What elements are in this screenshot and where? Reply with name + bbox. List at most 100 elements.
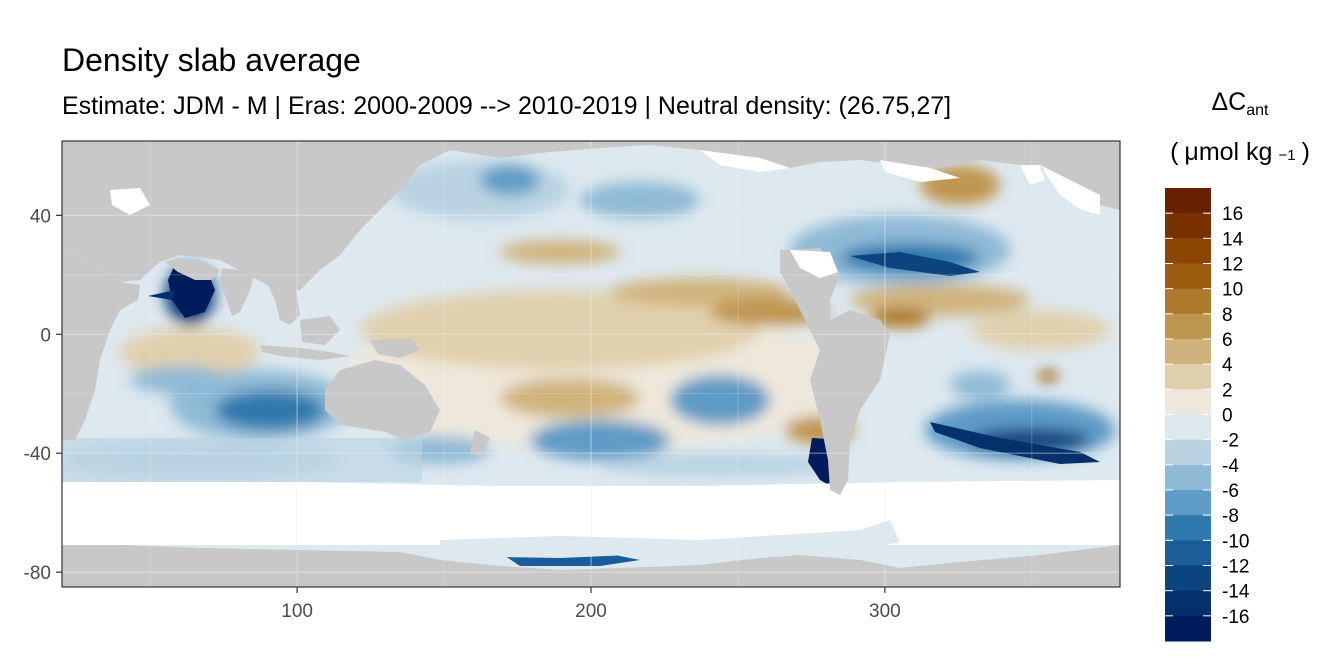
nodata-patch <box>880 160 960 182</box>
colorbar-bin <box>1165 313 1211 340</box>
land-northern-continents <box>62 141 1120 292</box>
nodata-north <box>110 150 1100 278</box>
anomaly-patch <box>670 375 770 425</box>
anomaly-patch <box>130 366 230 394</box>
land-india <box>220 268 255 316</box>
anomaly-core <box>148 290 175 300</box>
land-antarctica <box>62 545 1120 587</box>
x-tick-label: 200 <box>575 601 607 622</box>
x-axis: 100 200 300 <box>281 587 901 622</box>
land-new-guinea <box>370 338 420 358</box>
colorbar-label: -14 <box>1222 582 1250 603</box>
anomaly-patch <box>970 310 1110 350</box>
colorbar-label: -4 <box>1222 456 1239 477</box>
anomaly-patch <box>850 284 1030 316</box>
nodata-patch <box>1020 165 1045 185</box>
anomaly-patch <box>600 453 840 477</box>
colorbar-bin <box>1165 188 1211 214</box>
colorbar-bin <box>1165 590 1211 617</box>
anomaly-patch <box>360 290 760 370</box>
colorbar-label: 0 <box>1222 406 1233 427</box>
legend-units-close: ) <box>1301 138 1310 166</box>
land-americas <box>780 248 890 495</box>
colorbar-label: -12 <box>1222 557 1249 578</box>
land-africa <box>62 250 140 440</box>
colorbar-label: 14 <box>1222 229 1244 250</box>
colorbar-label: -10 <box>1222 531 1249 552</box>
legend-symbol: ΔC <box>1211 88 1247 116</box>
plot-subtitle: Estimate: JDM - M | Eras: 2000-2009 --> … <box>62 92 952 120</box>
anomaly-patch <box>500 240 620 264</box>
colorbar-bin <box>1165 490 1211 516</box>
colorbar-bin <box>1165 339 1211 365</box>
y-axis: 40 0 -40 -80 <box>24 206 62 584</box>
anomaly-core-north-atlantic <box>850 252 980 276</box>
y-tick-label: -40 <box>24 444 51 465</box>
colorbar-label: 2 <box>1222 380 1233 401</box>
anomaly-band <box>62 438 422 482</box>
anomaly-patch <box>610 278 790 306</box>
plot-title: Density slab average <box>62 42 361 78</box>
anomaly-patch <box>390 160 570 220</box>
anomaly-patch <box>120 327 260 377</box>
nodata-patch <box>790 250 838 278</box>
y-tick-label: 40 <box>30 206 51 227</box>
nodata-patch <box>110 188 150 215</box>
colorbar-bin <box>1165 439 1211 466</box>
colorbar-labels: 16 14 12 10 8 6 4 2 0 -2 -4 -6 -8 -10 -12 -14 -16 <box>1222 204 1250 628</box>
colorbar-label: 16 <box>1222 204 1243 225</box>
nodata-patch <box>700 150 790 172</box>
land-greenland <box>1060 141 1120 210</box>
gridlines <box>62 141 1120 587</box>
colorbar <box>1165 188 1211 642</box>
colorbar-bin <box>1165 615 1211 642</box>
legend-units-exp: −1 <box>1278 147 1296 164</box>
anomaly-patch <box>215 390 325 430</box>
anomaly-patch <box>500 378 640 418</box>
anomaly-patch <box>530 420 670 460</box>
x-tick-label: 300 <box>869 601 901 622</box>
colorbar-label: -16 <box>1222 607 1249 628</box>
land-arabia <box>165 258 220 280</box>
colorbar-bin <box>1165 263 1211 290</box>
legend-subscript: ant <box>1246 102 1269 119</box>
colorbar-bin <box>1165 565 1211 592</box>
colorbar-bin <box>1165 238 1211 264</box>
anomaly-strip <box>440 520 900 558</box>
colorbar-bin <box>1165 540 1211 566</box>
colorbar-bin <box>1165 414 1211 441</box>
y-tick-label: -80 <box>24 563 51 584</box>
colorbar-label: 8 <box>1222 305 1233 326</box>
land-australia <box>325 360 440 440</box>
land-se-asia <box>268 285 300 325</box>
map-panel <box>62 141 1120 587</box>
nodata-patch <box>1040 165 1100 215</box>
colorbar-bin <box>1165 213 1211 239</box>
anomaly-patch <box>1038 370 1058 382</box>
colorbar-label: 4 <box>1222 355 1233 376</box>
x-tick-label: 100 <box>281 601 313 622</box>
legend-units-open: ( <box>1170 138 1179 166</box>
land-indonesia <box>300 316 340 345</box>
legend-title-variable: ΔCant <box>1160 88 1320 120</box>
colorbar-bin <box>1165 515 1211 541</box>
land-java <box>260 345 350 360</box>
colorbar-label: -2 <box>1222 431 1239 452</box>
legend-title-units: (μmol kg −1) <box>1160 138 1320 167</box>
colorbar-bin <box>1165 464 1211 491</box>
land <box>62 141 1120 587</box>
anomaly-patch <box>580 182 700 218</box>
colorbar-bin <box>1165 364 1211 390</box>
colorbar-label: 12 <box>1222 255 1243 276</box>
legend-units-base: μmol kg <box>1184 138 1273 166</box>
anomaly-patch <box>480 165 540 195</box>
colorbar-bin <box>1165 288 1211 315</box>
colorbar-label: 6 <box>1222 330 1233 351</box>
colorbar-label: 10 <box>1222 280 1243 301</box>
y-tick-label: 0 <box>40 325 51 346</box>
colorbar-label: -6 <box>1222 481 1239 502</box>
land-new-zealand <box>470 430 490 458</box>
colorbar-label: -8 <box>1222 506 1239 527</box>
anomaly-patch <box>950 371 1010 399</box>
